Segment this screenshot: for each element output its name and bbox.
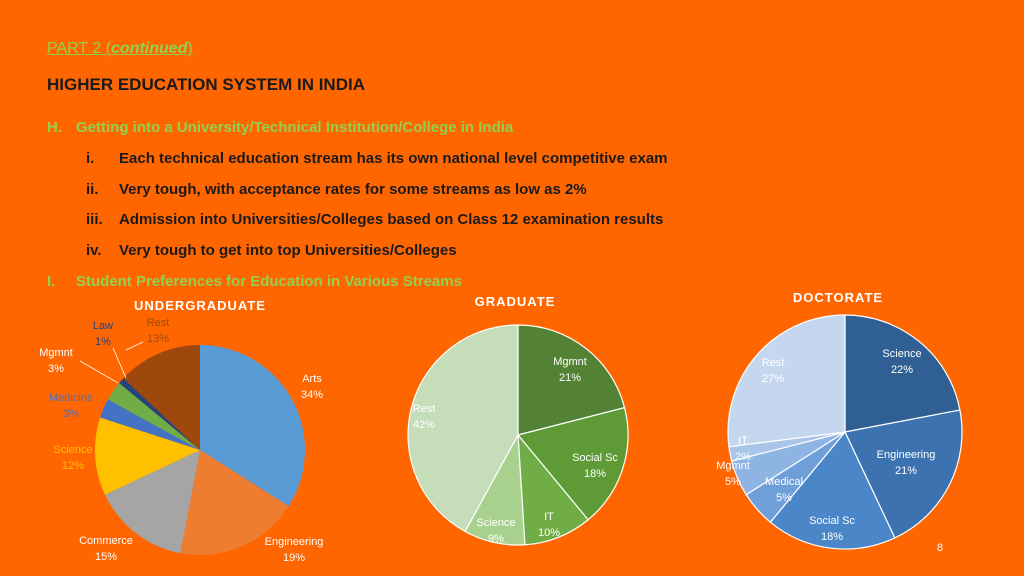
slice-value: 10% <box>538 527 560 539</box>
slice-label: Commerce <box>79 535 133 547</box>
pie-doctorate: DOCTORATE Science 22% Engineering 21% Social … <box>716 290 963 550</box>
part-suffix: ) <box>187 40 193 57</box>
pie-slice-engineering <box>844 409 963 539</box>
slice-label: Science <box>53 444 92 456</box>
slice-value: 34% <box>301 389 323 401</box>
item-text: Very tough, with acceptance rates for so… <box>119 181 587 198</box>
pie-slice-medicine <box>100 399 200 450</box>
item-text: Admission into Universities/Colleges bas… <box>119 211 664 228</box>
pie-slice-mgmnt <box>107 383 200 450</box>
section-h-text: Getting into a University/Technical Inst… <box>76 119 514 136</box>
slice-label: IT <box>544 511 554 523</box>
section-i-text: Student Preferences for Education in Var… <box>76 273 462 290</box>
pie-slice-rest <box>123 345 200 450</box>
slice-label: Rest <box>147 317 170 329</box>
slice-label: Mgmnt <box>553 356 587 368</box>
slice-value: 21% <box>559 372 581 384</box>
item-num: ii. <box>86 181 99 198</box>
section-i-marker: I. <box>47 273 56 290</box>
slice-label: Social Sc <box>572 452 618 464</box>
slice-label: Law <box>93 320 113 332</box>
section-h-marker: H. <box>47 119 62 136</box>
chart-title: UNDERGRADUATE <box>134 298 266 313</box>
slice-label: Arts <box>302 373 322 385</box>
part-italic: continued <box>111 40 188 57</box>
slice-label: Medicine <box>49 392 93 404</box>
slice-value: 3% <box>63 408 79 420</box>
slice-label: Mgmnt <box>716 460 750 472</box>
item-num: iv. <box>86 242 102 259</box>
slice-label: Science <box>882 348 921 360</box>
slice-value: 42% <box>413 419 435 431</box>
slice-label: Medical <box>765 476 803 488</box>
slice-value: 2% <box>735 451 751 463</box>
slice-value: 18% <box>821 531 843 543</box>
pie-graduate: GRADUATE Mgmnt 21% Social Sc 18% IT 10% Science… <box>407 294 629 546</box>
pie-slice-science <box>844 314 961 433</box>
pie-slice-commerce <box>104 450 200 554</box>
leader-line <box>79 360 119 384</box>
item-text: Each technical education stream has its … <box>119 150 668 167</box>
pie-slice-science <box>95 417 200 495</box>
slice-value: 5% <box>776 492 792 504</box>
slice-label: Engineering <box>265 536 324 548</box>
slice-label: Mgmnt <box>39 347 73 359</box>
slice-value: 21% <box>895 465 917 477</box>
item-text: Very tough to get into top Universities/… <box>119 242 457 259</box>
slice-value: 12% <box>62 460 84 472</box>
page-number: 8 <box>937 542 944 554</box>
pie-slice-social-sc <box>769 430 896 550</box>
pie-slice-mgmnt <box>517 324 626 436</box>
slice-label: Rest <box>413 403 436 415</box>
pie-slice-rest <box>407 324 519 533</box>
pie-undergraduate: UNDERGRADUATE Arts 34% Engineering 19% Commer… <box>39 298 323 564</box>
item-num: i. <box>86 150 95 167</box>
chart-title: DOCTORATE <box>793 290 883 305</box>
pie-slice-engineering <box>180 450 289 555</box>
slice-value: 22% <box>891 364 913 376</box>
slice-value: 19% <box>283 552 305 564</box>
leader-line <box>112 347 127 379</box>
pie-slice-law <box>119 378 200 450</box>
slice-label: IT <box>738 435 748 447</box>
slice-label: Rest <box>762 357 785 369</box>
slice-label: Social Sc <box>809 515 855 527</box>
slice-label: Engineering <box>877 449 936 461</box>
leader-line <box>125 341 144 351</box>
slice-value: 5% <box>725 476 741 488</box>
pie-slice-arts <box>200 345 305 507</box>
pie-slice-rest <box>727 314 846 448</box>
chart-title: GRADUATE <box>475 294 556 309</box>
page-title: HIGHER EDUCATION SYSTEM IN INDIA <box>47 75 365 94</box>
slice-value: 18% <box>584 468 606 480</box>
part-prefix: PART 2 ( <box>47 40 112 57</box>
slice-value: 13% <box>147 333 169 345</box>
slice-value: 15% <box>95 551 117 563</box>
part-heading: PART 2 (continued) <box>47 40 193 58</box>
pie-slice-social-sc <box>516 406 629 521</box>
slice-value: 3% <box>48 363 64 375</box>
item-num: iii. <box>86 211 103 228</box>
slice-value: 9% <box>488 533 504 545</box>
slice-value: 1% <box>95 336 111 348</box>
slice-label: Science <box>476 517 515 529</box>
slice-value: 27% <box>762 373 784 385</box>
